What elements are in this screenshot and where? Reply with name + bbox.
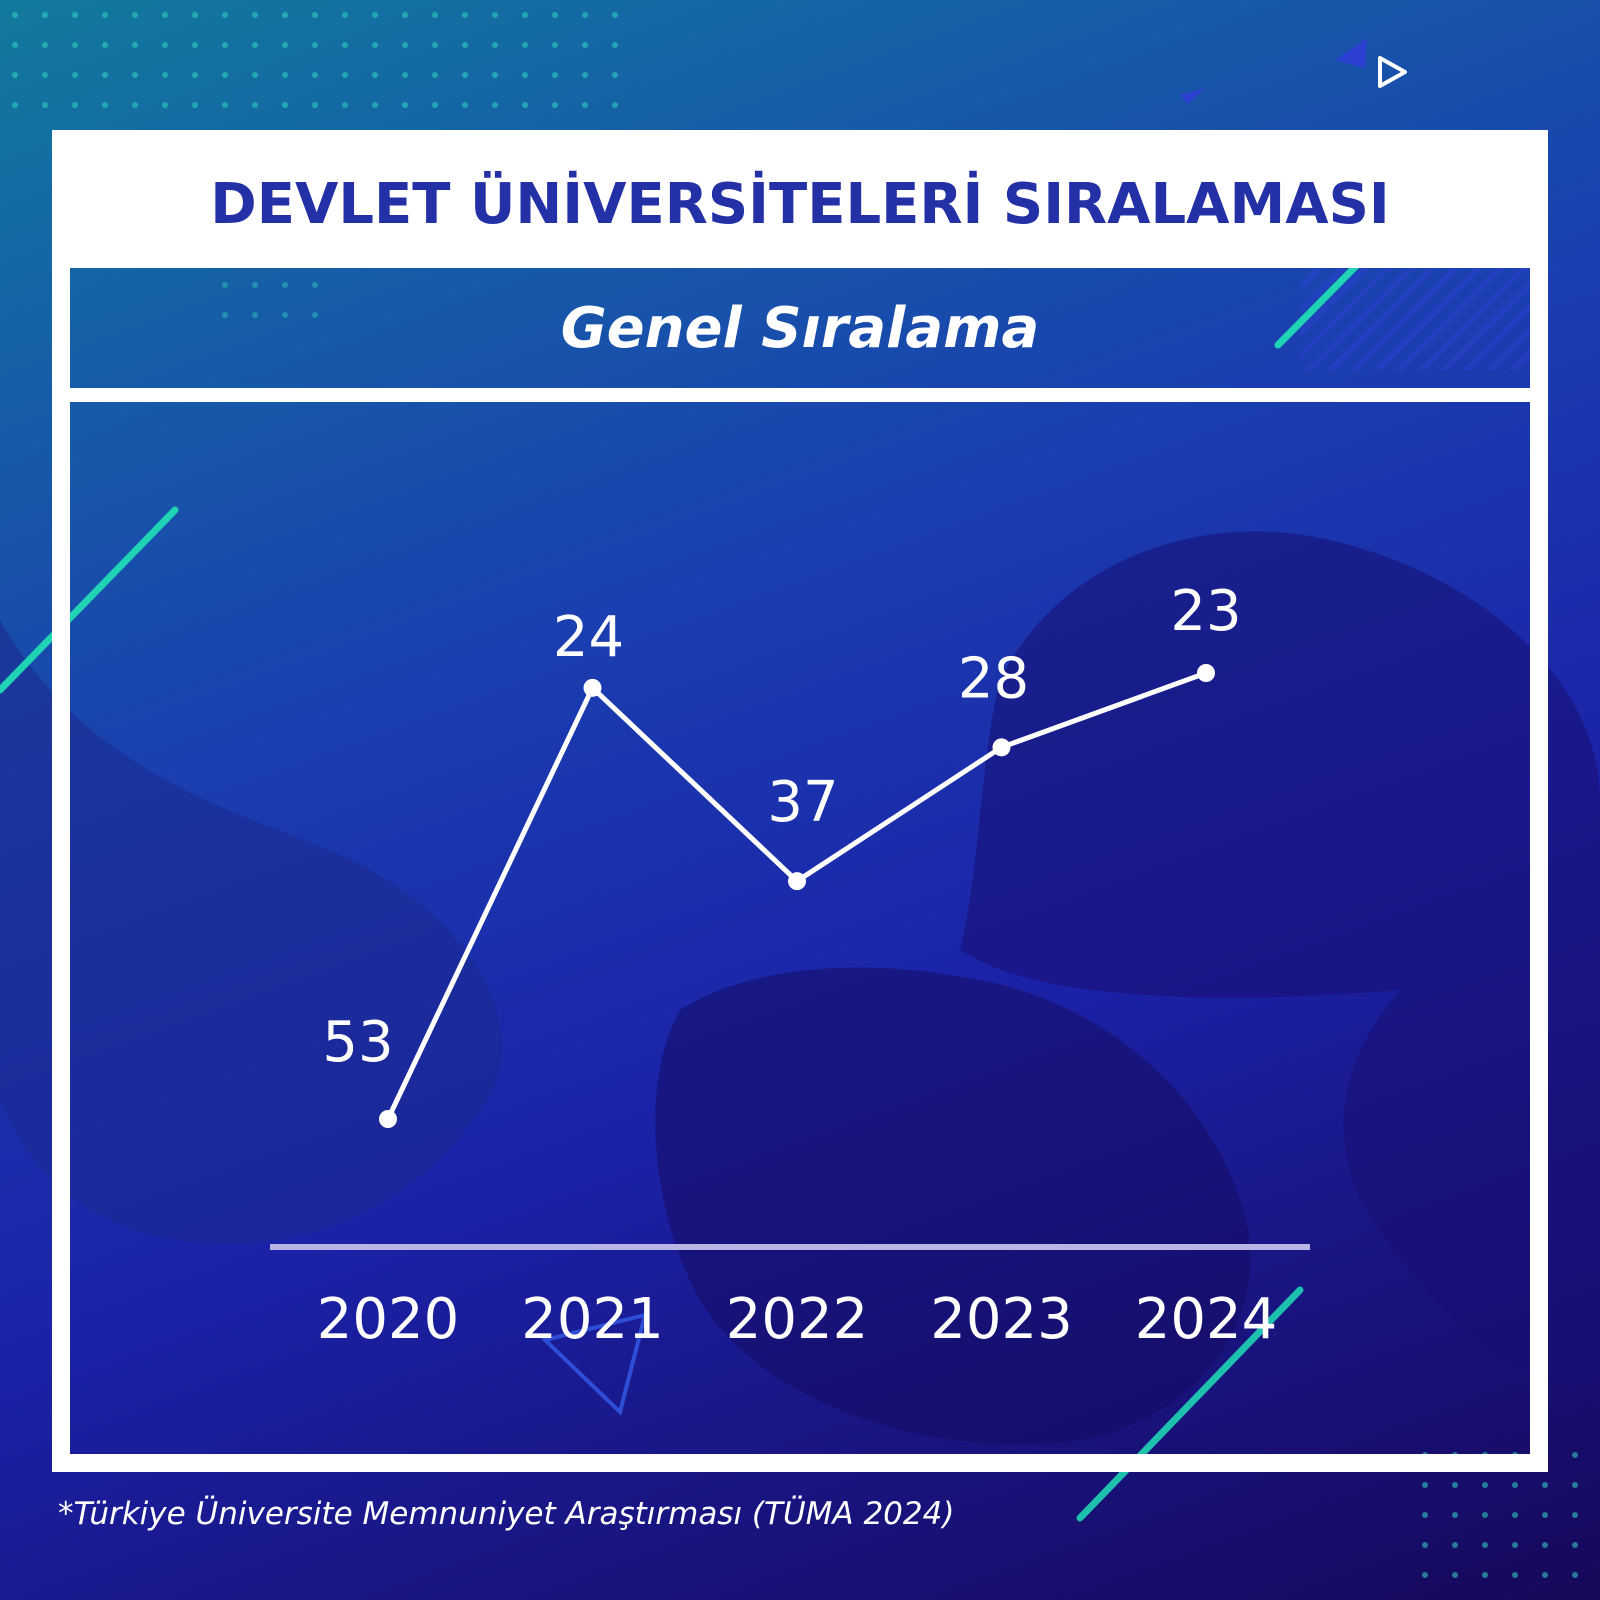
stripe-pattern (1300, 260, 1530, 370)
x-tick-label-2023: 2023 (930, 1287, 1073, 1352)
data-label-2022: 37 (767, 770, 838, 835)
data-label-2024: 23 (1170, 579, 1241, 644)
data-point-2023 (992, 738, 1011, 757)
chart-frame (52, 130, 1548, 1472)
accent-line-bottom (1076, 1286, 1304, 1522)
accent-line-left (0, 506, 179, 694)
divider (70, 388, 1530, 402)
data-point-2020 (379, 1110, 397, 1128)
data-point-2021 (583, 678, 602, 697)
x-tick-label-2024: 2024 (1135, 1287, 1278, 1352)
data-point-2024 (1197, 664, 1215, 682)
subtitle-band: Genel Sıralama (70, 268, 1530, 388)
data-label-2020: 53 (322, 1010, 393, 1075)
tiny-triangle-icon (1180, 88, 1205, 104)
data-label-2023: 28 (958, 646, 1029, 711)
x-tick-label-2020: 2020 (317, 1287, 460, 1352)
series-line (385, 670, 1207, 1121)
outline-triangle-icon (541, 1312, 648, 1416)
title-band: DEVLET ÜNİVERSİTELERİ SIRALAMASI (52, 130, 1548, 268)
data-label-2021: 24 (553, 605, 624, 670)
chart-subtitle: Genel Sıralama (560, 295, 1040, 361)
footnote: *Türkiye Üniversite Memnuniyet Araştırma… (58, 1496, 955, 1532)
blob-right (960, 531, 1600, 1400)
small-triangle-icon (1335, 38, 1367, 68)
page-title: DEVLET ÜNİVERSİTELERİ SIRALAMASI (210, 171, 1390, 237)
blob-bottom (655, 967, 1251, 1444)
blob-left (0, 620, 502, 1244)
play-triangle-icon (1378, 56, 1407, 88)
data-point-2022 (788, 872, 806, 891)
accent-line-top-right (1274, 258, 1364, 349)
dot-pattern-top-left (0, 0, 620, 130)
x-tick-label-2022: 2022 (726, 1287, 869, 1352)
x-tick-label-2021: 2021 (521, 1287, 664, 1352)
